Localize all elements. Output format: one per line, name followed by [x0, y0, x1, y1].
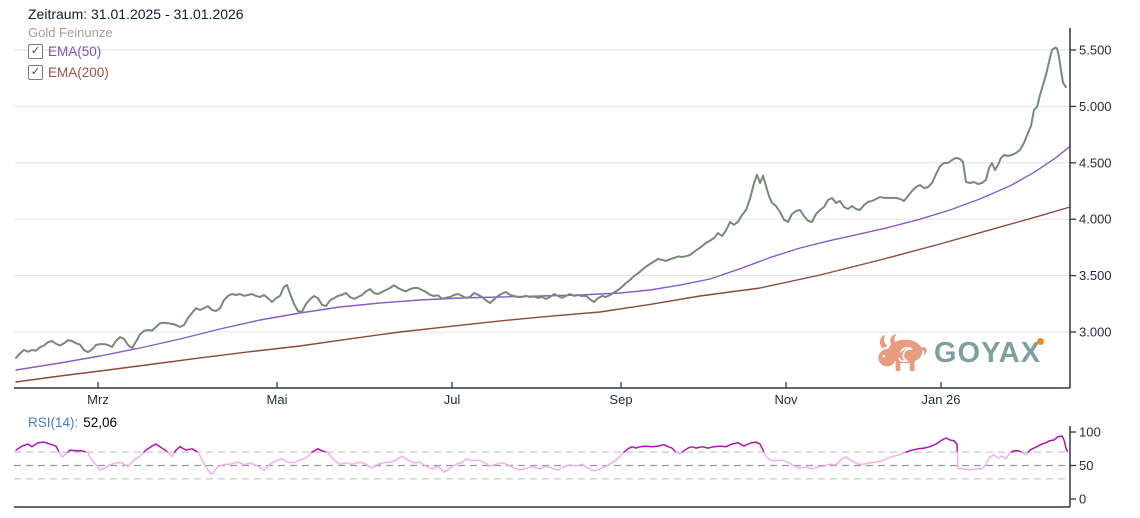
rsi-header: RSI(14): 52,06: [28, 415, 117, 430]
ema50-label: EMA(50): [48, 44, 101, 59]
ema200-label: EMA(200): [48, 65, 109, 80]
period-label: Zeitraum: 31.01.2025 - 31.01.2026: [28, 6, 244, 23]
goyax-wordmark: GOYAX: [934, 333, 1041, 373]
bull-icon: [876, 332, 928, 374]
ema50-toggle[interactable]: ✓ EMA(50): [28, 41, 244, 62]
y-axis-label: 4.000: [1079, 212, 1112, 227]
goyax-logo: GOYAX: [876, 332, 1041, 374]
x-axis-label: Mai: [267, 392, 288, 407]
overlay-legend: ✓ EMA(50) ✓ EMA(200): [28, 41, 244, 83]
x-axis-label: Jan 26: [921, 392, 960, 407]
x-axis-label: Nov: [774, 392, 798, 407]
rsi-pane[interactable]: [14, 426, 1070, 507]
chart-header: Zeitraum: 31.01.2025 - 31.01.2026 Gold F…: [28, 6, 244, 83]
y-axis-label: 3.000: [1079, 325, 1112, 340]
x-axis-label: Mrz: [87, 392, 109, 407]
checkbox-checked-icon[interactable]: ✓: [28, 44, 43, 59]
y-axis-label: 4.500: [1079, 155, 1112, 170]
ema200-toggle[interactable]: ✓ EMA(200): [28, 62, 244, 83]
y-axis-label: 5.000: [1079, 99, 1112, 114]
rsi-value: 52,06: [83, 415, 117, 430]
y-axis-label: 5.500: [1079, 43, 1112, 58]
rsi-label: RSI(14):: [28, 415, 78, 430]
x-axis-label: Sep: [609, 392, 632, 407]
y-axis-label: 100: [1079, 425, 1101, 440]
y-axis-label: 3.500: [1079, 268, 1112, 283]
y-axis-label: 50: [1079, 458, 1093, 473]
checkbox-checked-icon[interactable]: ✓: [28, 65, 43, 80]
instrument-name: Gold Feinunze: [28, 24, 244, 41]
x-axis-label: Jul: [444, 392, 461, 407]
y-axis-label: 0: [1079, 492, 1086, 507]
